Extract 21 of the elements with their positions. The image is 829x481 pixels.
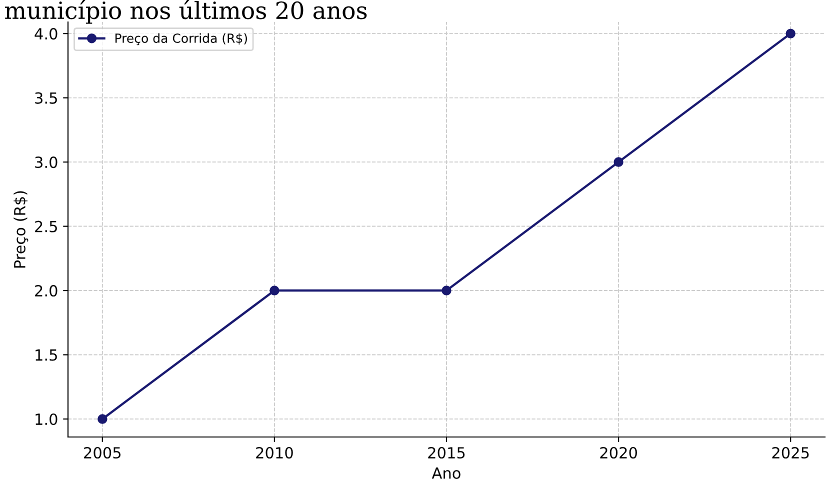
y-tick-label: 4.0	[34, 28, 58, 40]
x-tick-label: 2005	[84, 446, 121, 459]
y-axis-title: Preço (R$)	[14, 191, 28, 268]
y-tick-label: 1.0	[36, 413, 58, 426]
x-tick-label: 2010	[256, 446, 293, 459]
y-tick-label: 3.0	[35, 156, 58, 168]
x-tick-label: 2020	[600, 446, 637, 459]
y-tick-label: 2.0	[35, 284, 58, 297]
point	[614, 157, 624, 167]
legend-label: Preço da Corrida (R$)	[115, 33, 247, 46]
x-tick-label: 2015	[428, 446, 465, 459]
point	[98, 414, 108, 424]
point	[270, 286, 280, 296]
point	[442, 286, 452, 296]
y-tick-label: 3.5	[35, 92, 57, 104]
chart-title: município nos últimos 20 anos	[4, 0, 367, 24]
x-axis-title: Ano	[432, 468, 460, 479]
y-tick-label: 1.5	[36, 349, 57, 361]
y-tick-label: 2.5	[35, 220, 57, 232]
x-tick-label: 2025	[772, 446, 809, 459]
point	[786, 28, 796, 38]
